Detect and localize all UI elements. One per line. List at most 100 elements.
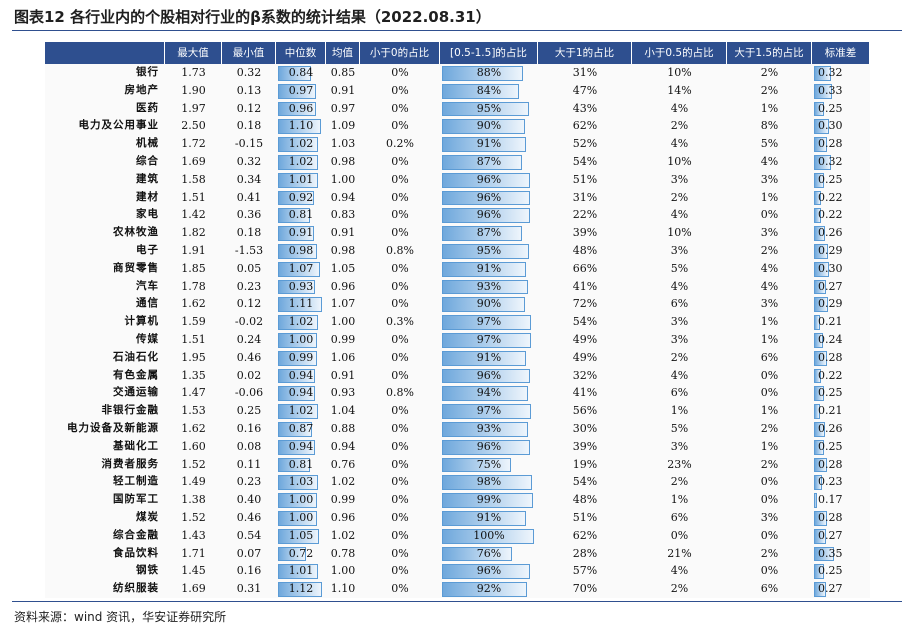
table-cell: 1.06 [330, 350, 356, 364]
table-cell: 0.22 [818, 208, 843, 222]
data-bar [814, 333, 824, 348]
table-cell: 90% [476, 297, 502, 311]
table-cell: 0.27 [818, 528, 843, 542]
table-cell: 96% [476, 190, 502, 204]
table-cell: 0.41 [236, 190, 262, 204]
table-cell: 4% [670, 564, 689, 578]
table-cell: 3% [760, 297, 779, 311]
table-cell: 1.95 [181, 350, 206, 364]
data-bar [278, 244, 317, 259]
table-cell: 0.36 [236, 208, 262, 222]
table-cell: 0% [760, 475, 779, 489]
table-cell: 0.23 [818, 475, 843, 489]
table-cell: 1.01 [288, 564, 314, 578]
data-bar [442, 475, 533, 491]
row-label: 综合金融 [113, 528, 159, 541]
row-label: 钢铁 [136, 564, 159, 577]
table-cell: 6% [670, 386, 689, 400]
data-bar [442, 564, 531, 580]
data-bar [814, 350, 828, 366]
table-cell: 0.25 [818, 439, 843, 453]
table-cell: 1.12 [288, 582, 314, 596]
table-cell: 0.32 [818, 155, 843, 168]
table-cell: 2.50 [181, 119, 206, 133]
data-bar [442, 439, 531, 455]
table-cell: 0% [391, 226, 409, 240]
table-cell: 87% [476, 155, 502, 168]
table-cell: 0.54 [236, 528, 262, 542]
table-cell: 1.49 [181, 475, 206, 489]
row-label: 基础化工 [113, 439, 159, 452]
data-bar [442, 528, 534, 544]
table-cell: 57% [572, 564, 598, 578]
table-cell: 1.38 [181, 493, 206, 507]
table-cell: 95% [476, 244, 502, 257]
data-bar [278, 226, 314, 241]
data-bar [278, 137, 319, 152]
data-bar [814, 386, 825, 402]
table-cell: 0.25 [818, 172, 843, 186]
table-cell: 1.03 [288, 475, 314, 489]
table-cell: 0.46 [236, 350, 262, 364]
table-cell: 0% [391, 297, 409, 311]
data-bar [442, 315, 532, 330]
table-cell: 0% [391, 439, 409, 453]
table-cell: 0.12 [236, 297, 262, 311]
table-cell: 2% [760, 83, 779, 97]
table-cell: 31% [572, 190, 598, 204]
table-cell: 96% [476, 439, 502, 453]
row-label: 电力设备及新能源 [67, 422, 159, 434]
data-bar [814, 439, 825, 455]
row-label: 综合 [136, 155, 159, 167]
table-cell: 0.24 [236, 333, 262, 346]
table-cell: 0% [391, 582, 409, 596]
table-cell: 0.97 [288, 83, 314, 97]
table-cell: 32% [572, 368, 598, 382]
data-bar [814, 457, 828, 473]
table-cell: 0.35 [818, 546, 843, 560]
table-cell: 62% [572, 528, 598, 542]
table-cell: 0.93 [330, 386, 356, 400]
data-bar [442, 244, 530, 259]
table-cell: 0% [391, 493, 409, 507]
table-cell: 88% [476, 66, 502, 79]
table-cell: 0.32 [236, 66, 262, 79]
data-bar [278, 333, 318, 348]
table-cell: 1% [760, 190, 779, 204]
table-cell: 2% [760, 66, 779, 79]
table-cell: 0.85 [330, 66, 356, 79]
table-cell: 0.31 [236, 582, 262, 596]
table-cell: 0.94 [288, 368, 314, 382]
table-cell: 3% [670, 315, 689, 329]
data-bar [814, 101, 825, 117]
table-cell: 0.27 [818, 582, 843, 596]
data-bar [278, 119, 322, 135]
title-rule [12, 30, 902, 31]
table-cell: 2% [760, 422, 779, 435]
table-cell: 3% [670, 439, 689, 453]
table-cell: 1.07 [330, 297, 356, 311]
header-cell: [0.5-1.5]的占比 [440, 42, 538, 64]
table-cell: 4% [670, 279, 689, 293]
data-bar [278, 172, 318, 188]
table-cell: 99% [476, 493, 502, 507]
table-cell: 0.98 [330, 155, 356, 168]
data-bar [814, 261, 830, 277]
source-rule [12, 601, 902, 602]
table-cell: 96% [476, 208, 502, 222]
table-cell: 1.11 [288, 297, 314, 311]
header-cell: 标准差 [812, 42, 870, 64]
table-cell: 75% [476, 457, 502, 471]
table-cell: 0% [391, 457, 409, 471]
table-cell: 0.21 [818, 404, 843, 418]
table-cell: 1.97 [181, 101, 206, 115]
table-cell: 0% [391, 368, 409, 382]
row-label: 非银行金融 [101, 404, 159, 417]
table-cell: 0.17 [818, 493, 843, 507]
table-cell: 1.02 [288, 315, 314, 329]
table-cell: 96% [476, 564, 502, 578]
data-bar [442, 546, 512, 562]
table-cell: 0.3% [386, 315, 414, 329]
table-cell: 1.69 [181, 582, 206, 596]
table-cell: 1.02 [288, 404, 314, 418]
